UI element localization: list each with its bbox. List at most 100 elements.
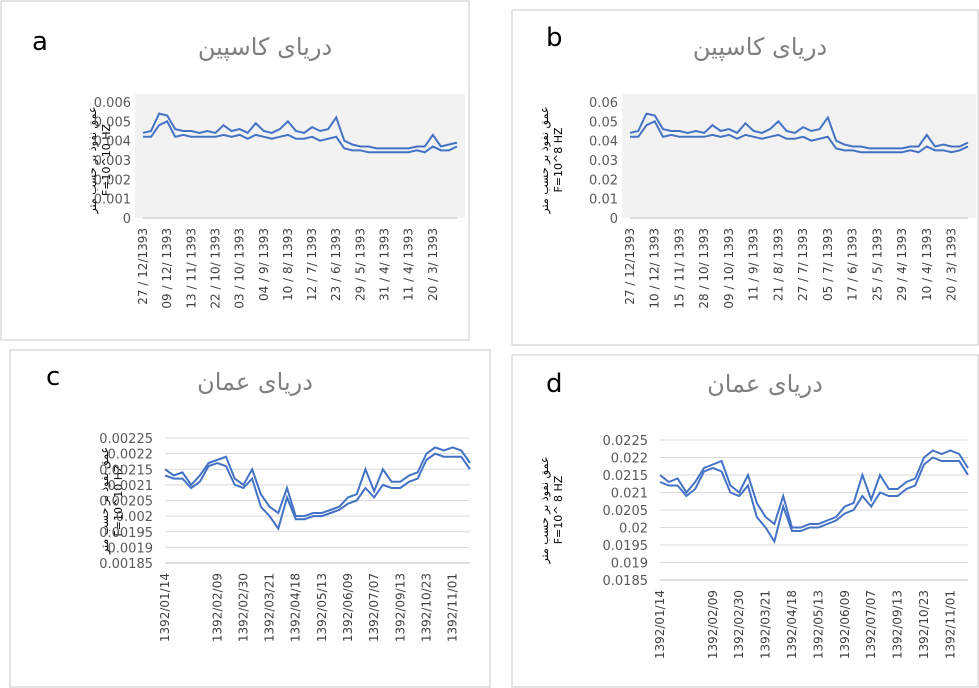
series-line (164, 446, 471, 518)
y-tick-label: 0.003 (94, 154, 131, 169)
x-tick-label: 1392/05/13 (811, 590, 825, 659)
y-tick-label: 0.02 (619, 522, 648, 537)
series-line (142, 112, 458, 150)
y-tick-label: 0 (123, 212, 131, 227)
x-tick-label: 1392/07/07 (367, 573, 381, 642)
panel-label: b (546, 23, 563, 53)
series-line (630, 120, 969, 154)
y-tick-label: 0.0205 (603, 504, 649, 519)
x-tick-label: 05 / 7/ 1393 (821, 228, 835, 301)
chart-title: دریای عمان (197, 368, 313, 396)
y-tick-label: 0.03 (589, 154, 618, 169)
panel-border (9, 349, 491, 688)
x-tick-label: 15 / 11/ 1393 (672, 228, 686, 309)
x-tick-label: 29 / 4/ 1393 (895, 228, 909, 301)
y-axis-label: عمق نفوذ بر حسب متر (538, 106, 552, 214)
y-tick-label: 0.00215 (99, 463, 153, 478)
x-tick-label: 11 / 9/ 1393 (747, 228, 761, 301)
x-tick-label: 1392/04/18 (289, 573, 303, 642)
x-tick-label: 1392/09/13 (891, 590, 905, 659)
x-tick-label: 28 / 10/ 1393 (697, 228, 711, 309)
panel-border (0, 0, 470, 341)
x-tick-label: 1392/02/30 (732, 590, 746, 659)
x-tick-label: 10 / 4/ 1393 (920, 228, 934, 301)
x-tick-label: 10 / 8/ 1393 (281, 228, 295, 301)
x-tick-label: 1392/06/09 (838, 590, 852, 659)
panel-border (511, 9, 979, 346)
x-tick-label: 1392/03/21 (759, 590, 773, 659)
y-tick-label: 0.002 (116, 510, 153, 525)
y-tick-label: 0 (610, 212, 618, 227)
x-tick-label: 27 / 12/1393 (136, 228, 150, 305)
x-tick-label: 25 / 5/ 1393 (870, 228, 884, 301)
x-tick-label: 31 / 4/ 1393 (378, 228, 392, 301)
x-tick-label: 1392/05/13 (315, 573, 329, 642)
x-tick-label: 13 / 11/ 1393 (184, 228, 198, 309)
panel-label: c (46, 362, 60, 392)
x-tick-label: 1392/11/01 (446, 573, 460, 642)
plot-area (622, 94, 976, 218)
y-tick-label: 0.0215 (603, 469, 649, 484)
y-axis-label: عمق نفوذ بر حسب متر (98, 447, 112, 555)
series-line (629, 112, 969, 150)
x-tick-label: 1392/02/09 (706, 590, 720, 659)
x-tick-label: 03 / 10/ 1393 (233, 228, 247, 309)
y-tick-label: 0.0225 (603, 434, 649, 449)
x-tick-label: 12 / 7/ 1393 (305, 228, 319, 301)
x-tick-label: 17 / 6/ 1393 (846, 228, 860, 301)
y-tick-label: 0.022 (611, 452, 648, 467)
y-tick-label: 0.00205 (99, 495, 153, 510)
y-tick-label: 0.019 (611, 557, 648, 572)
x-tick-label: 20 / 3/ 1393 (945, 228, 959, 301)
y-axis-label: F=10^ 8 HZ (552, 475, 565, 544)
y-tick-label: 0.06 (589, 96, 618, 111)
x-tick-label: 27 / 7/ 1393 (796, 228, 810, 301)
x-tick-label: 1392/06/09 (341, 573, 355, 642)
chart-title: دریای کاسپین (198, 33, 332, 61)
x-tick-label: 1392/02/09 (210, 573, 224, 642)
chart-title: دریای کاسپین (693, 33, 827, 61)
x-tick-label: 22 / 10/ 1393 (208, 228, 222, 309)
y-axis-label: عمق نفوذ بر حسب متر (538, 456, 552, 564)
y-tick-label: 0.0195 (603, 539, 649, 554)
y-axis-label: F=10^8 HZ (552, 127, 565, 193)
plot-area (652, 432, 976, 580)
series-line (659, 456, 969, 545)
x-tick-label: 09 / 12/ 1393 (160, 228, 174, 309)
x-tick-label: 1392/01/14 (653, 590, 667, 659)
x-tick-label: 1392/04/18 (785, 590, 799, 659)
x-tick-label: 29 / 5/ 1393 (353, 228, 367, 301)
x-tick-label: 11 / 4/ 1393 (402, 228, 416, 301)
x-tick-label: 10 / 12/ 1393 (648, 228, 662, 309)
chart-title: دریای عمان (707, 370, 823, 398)
y-tick-label: 0.00195 (99, 526, 153, 541)
series-line (143, 120, 458, 154)
y-tick-label: 0.0185 (603, 574, 649, 589)
x-tick-label: 1392/07/07 (864, 590, 878, 659)
x-tick-label: 1392/01/14 (158, 573, 172, 642)
y-axis-label: F=10^10 HZ (112, 464, 125, 537)
plot-area (135, 94, 465, 218)
y-tick-label: 0.005 (94, 115, 131, 130)
y-tick-label: 0.001 (94, 193, 131, 208)
y-tick-label: 0.006 (94, 96, 131, 111)
y-axis-label: عمق نفوذ بر حسب متر (86, 106, 100, 214)
x-tick-label: 20 / 3/ 1393 (426, 228, 440, 301)
x-tick-label: 1392/09/13 (393, 573, 407, 642)
y-tick-label: 0.01 (589, 193, 618, 208)
x-tick-label: 27 / 12/1393 (623, 228, 637, 305)
y-tick-label: 0.002 (94, 173, 131, 188)
y-tick-label: 0.02 (589, 173, 618, 188)
x-tick-label: 1392/02/30 (236, 573, 250, 642)
series-line (164, 452, 471, 531)
panel-label: d (546, 369, 563, 399)
panel-label: a (32, 27, 48, 57)
y-tick-label: 0.021 (611, 487, 648, 502)
panel-border (511, 354, 979, 688)
x-tick-label: 1392/10/23 (917, 590, 931, 659)
x-tick-label: 1392/10/23 (419, 573, 433, 642)
x-tick-label: 04 / 9/ 1393 (257, 228, 271, 301)
series-line (659, 449, 969, 529)
plot-area (157, 430, 478, 563)
